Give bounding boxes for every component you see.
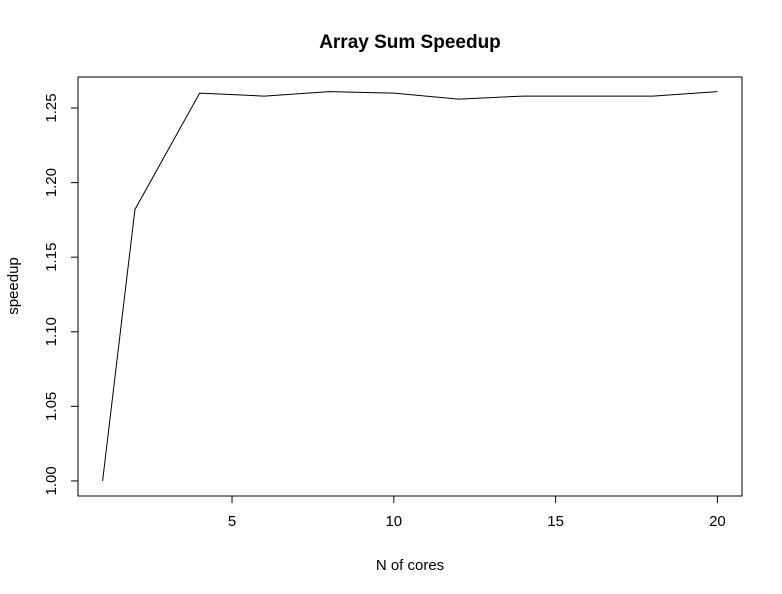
y-tick-label: 1.00 <box>43 466 60 495</box>
y-tick-label: 1.10 <box>43 317 60 346</box>
y-tick-label: 1.05 <box>43 392 60 421</box>
y-tick-label: 1.15 <box>43 243 60 272</box>
series-layer <box>102 91 718 481</box>
x-tick-label: 10 <box>385 513 402 530</box>
y-tick-label: 1.20 <box>43 168 60 197</box>
plot-area-frame <box>77 76 743 497</box>
y-axis-label: speedup <box>5 257 22 315</box>
x-tick-label: 5 <box>228 513 236 530</box>
speedup-line <box>102 91 718 481</box>
x-tick-label: 15 <box>547 513 564 530</box>
y-axis: 1.00 1.05 1.10 1.15 1.20 1.25 <box>43 93 78 496</box>
x-axis-label: N of cores <box>376 557 444 574</box>
chart-title: Array Sum Speedup <box>319 32 501 53</box>
y-tick-label: 1.25 <box>43 93 60 122</box>
x-tick-label: 20 <box>709 513 726 530</box>
x-axis: 5 10 15 20 <box>228 496 726 530</box>
